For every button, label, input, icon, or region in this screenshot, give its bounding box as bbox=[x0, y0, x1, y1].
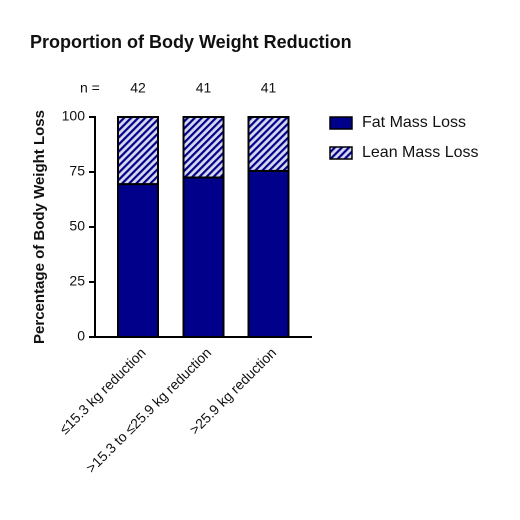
y-tick-label: 0 bbox=[77, 328, 85, 344]
y-tick-label: 100 bbox=[62, 108, 86, 124]
bar-segment bbox=[117, 116, 159, 186]
legend-label: Fat Mass Loss bbox=[362, 114, 466, 131]
y-tick-label: 50 bbox=[69, 218, 85, 234]
bar-segment bbox=[182, 116, 225, 179]
legend-swatch bbox=[329, 146, 353, 160]
n-label: n = bbox=[80, 80, 100, 96]
legend-swatch bbox=[329, 116, 353, 130]
n-value: 41 bbox=[196, 80, 212, 96]
bar-segment bbox=[247, 116, 290, 172]
legend-label: Lean Mass Loss bbox=[362, 144, 479, 161]
y-tick-label: 75 bbox=[69, 163, 85, 179]
bar-segment bbox=[182, 176, 225, 338]
y-axis-title: Percentage of Body Weight Loss bbox=[31, 110, 48, 344]
chart-title: Proportion of Body Weight Reduction bbox=[30, 32, 352, 52]
y-tick-label: 25 bbox=[69, 273, 85, 289]
n-value: 42 bbox=[130, 80, 146, 96]
bar-segment bbox=[247, 169, 290, 338]
bar-segment bbox=[117, 183, 159, 338]
n-value: 41 bbox=[261, 80, 277, 96]
x-tick-label: >15.3 to ≤25.9 kg reduction bbox=[83, 344, 214, 475]
